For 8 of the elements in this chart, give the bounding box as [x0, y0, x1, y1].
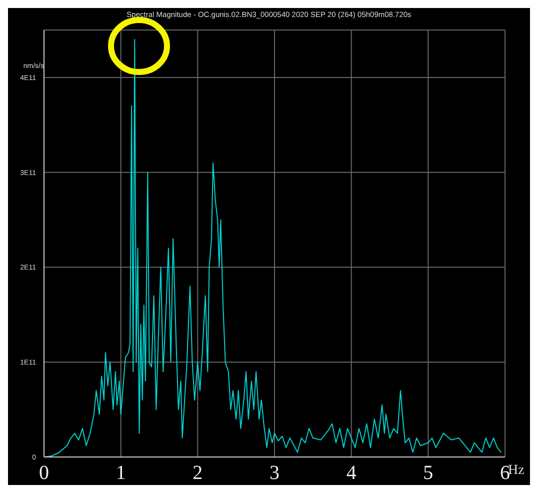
line-series [44, 38, 502, 457]
x-tick-label: 4 [346, 462, 356, 484]
x-tick-label: 6 [500, 462, 510, 484]
x-tick-label: 2 [192, 462, 203, 484]
x-tick-label: 5 [423, 462, 434, 484]
x-tick-label: 3 [270, 462, 280, 484]
x-tick-label: 1 [116, 462, 126, 484]
x-axis-title: Hz [508, 463, 524, 478]
